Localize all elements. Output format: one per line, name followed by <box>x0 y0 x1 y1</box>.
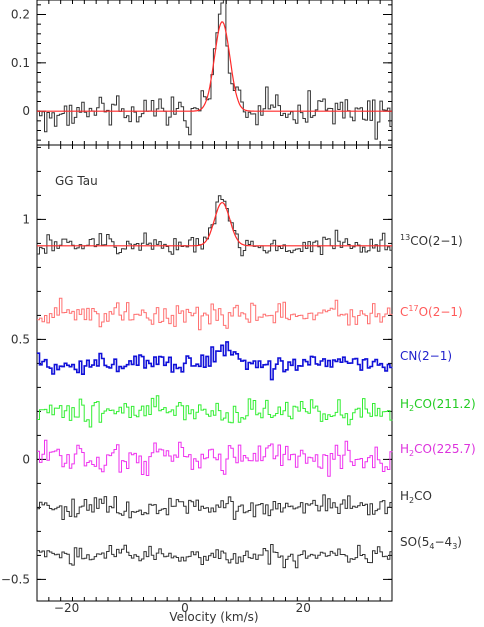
x-tick-label: 20 <box>296 601 311 615</box>
series-histogram <box>37 439 393 477</box>
series-histogram <box>37 544 393 569</box>
label-h2co-225: H2CO(225.7) <box>400 442 476 458</box>
x-tick-label: −20 <box>54 601 79 615</box>
series-histogram <box>37 195 393 257</box>
top-panel-frame <box>36 0 393 146</box>
bottom-panel-series <box>37 195 393 569</box>
series-histogram <box>37 0 393 140</box>
series-histogram <box>37 297 393 331</box>
series-histogram <box>37 341 393 381</box>
x-tick-label: 0 <box>181 601 189 615</box>
y-tick-label: 0 <box>22 452 30 466</box>
y-tick-label: 0.1 <box>11 56 30 70</box>
top-panel: 0 0.1 0.2 <box>11 0 393 146</box>
series-histogram <box>37 494 393 520</box>
y-tick-label: −0.5 <box>1 572 30 586</box>
series-histogram <box>37 395 393 428</box>
label-h2co-211: H2CO(211.2) <box>400 397 476 413</box>
series-fit-line <box>37 202 392 247</box>
panel-title: GG Tau <box>55 174 98 188</box>
y-tick-label: 1 <box>22 212 30 226</box>
series-fit-line <box>37 21 392 112</box>
top-panel-ticks: 0 0.1 0.2 <box>11 0 393 145</box>
label-so: SO(54−43) <box>400 535 462 551</box>
y-tick-label: 0.5 <box>11 332 30 346</box>
y-tick-label: 0 <box>22 104 30 118</box>
top-panel-series <box>37 0 393 140</box>
bottom-panel: −0.5 0 0.5 1 −20 0 20 GG Tau Velocity (km/s) <box>1 144 393 624</box>
label-13co: 13CO(2−1) <box>400 233 463 248</box>
bottom-panel-frame <box>36 144 393 602</box>
y-tick-label: 0.2 <box>11 8 30 22</box>
bottom-panel-ticks: −0.5 0 0.5 1 −20 0 20 <box>1 145 393 615</box>
label-c17o: C17O(2−1) <box>400 304 463 319</box>
label-h2co: H2CO <box>400 489 432 505</box>
species-labels: 13CO(2−1) C17O(2−1) CN(2−1) H2CO(211.2) … <box>400 233 476 551</box>
label-cn: CN(2−1) <box>400 349 452 363</box>
x-axis-label: Velocity (km/s) <box>169 610 258 624</box>
